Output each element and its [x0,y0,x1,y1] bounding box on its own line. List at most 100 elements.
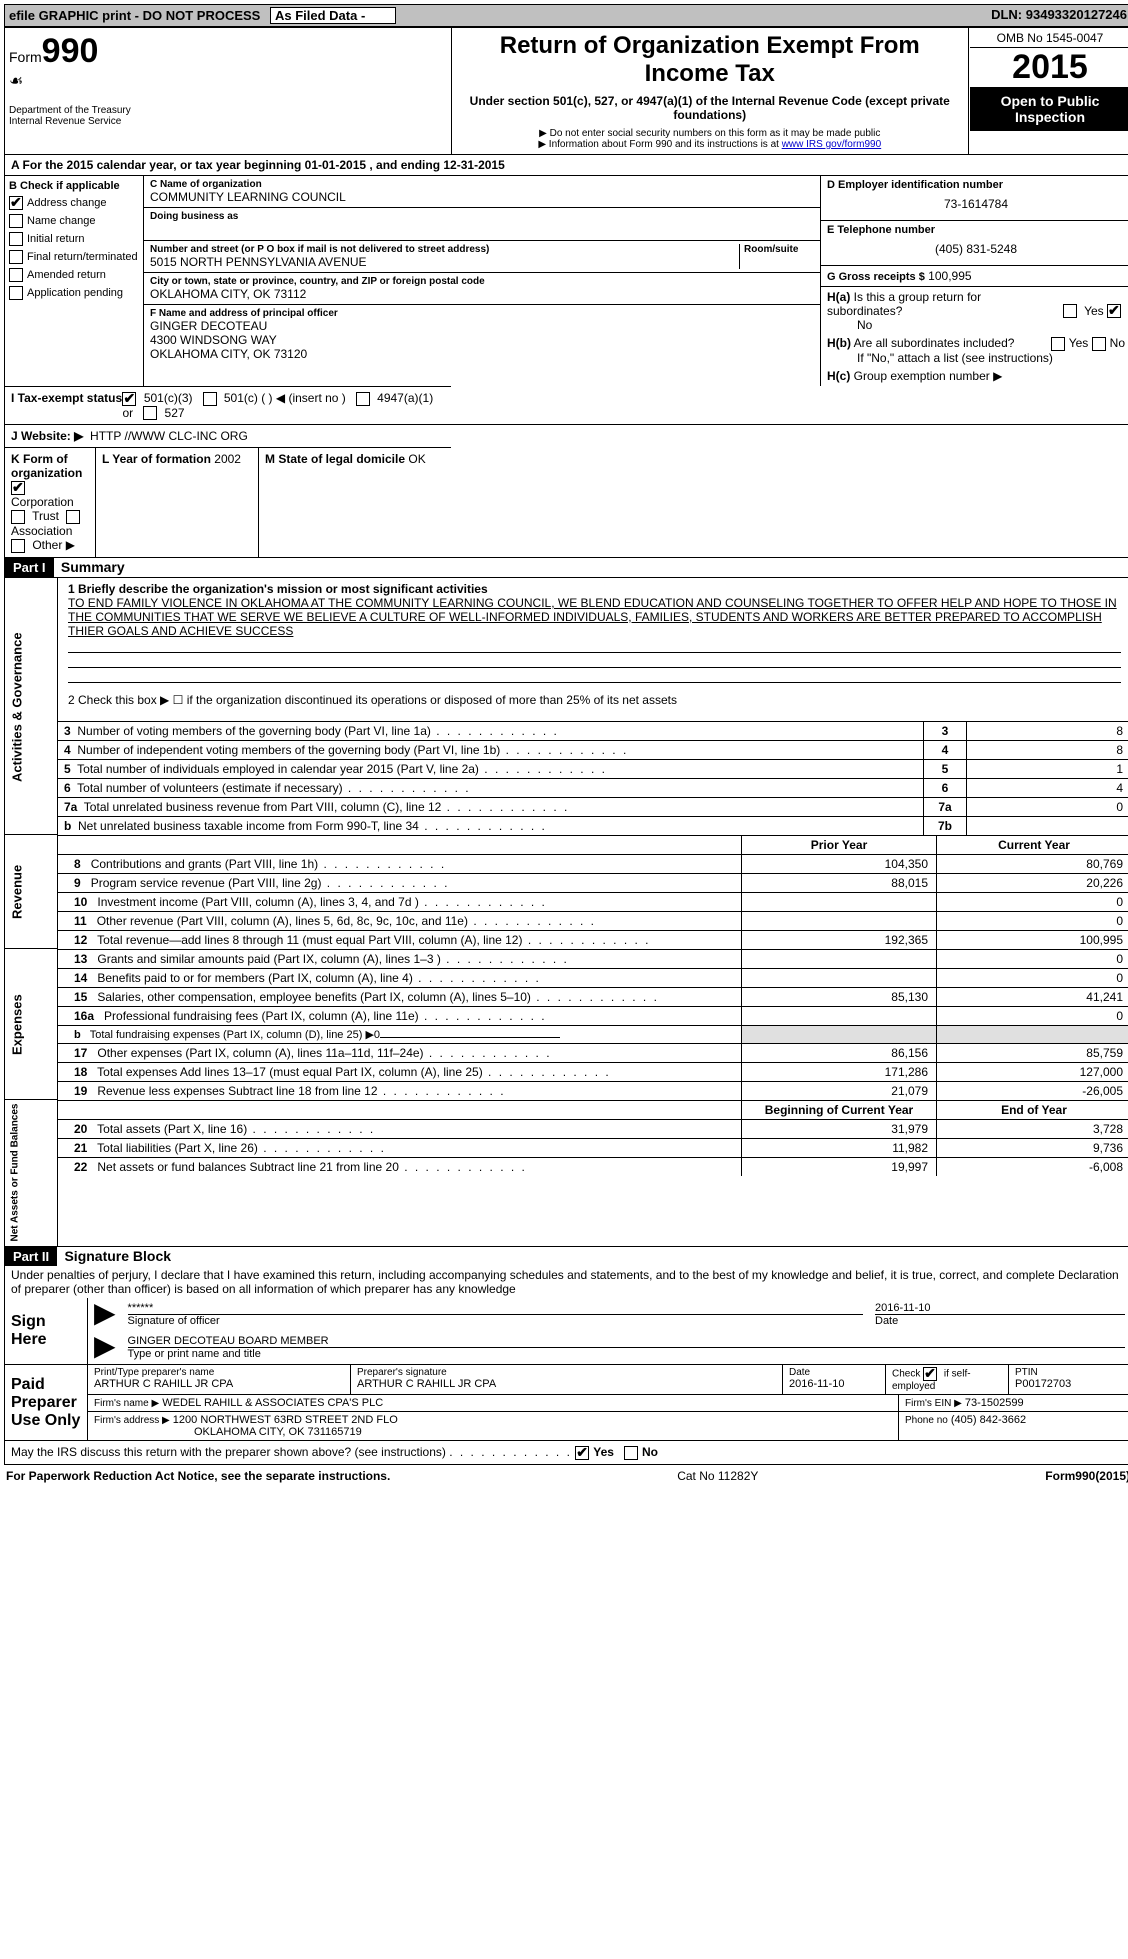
line2-checkbox: 2 Check this box ▶ ☐ if the organization… [58,683,1128,721]
g-receipts-value: 100,995 [928,269,971,283]
summary-expenses: 13 Grants and similar amounts paid (Part… [58,949,1128,1100]
e-phone-value: (405) 831-5248 [827,236,1125,262]
part1-title: Summary [57,559,125,575]
mission-block: 1 Briefly describe the organization's mi… [58,578,1128,683]
hb-note: If "No," attach a list (see instructions… [857,351,1125,365]
paid-preparer-label: Paid Preparer Use Only [5,1365,88,1441]
col-d-identifiers: D Employer identification number 73-1614… [821,176,1128,386]
row-a-period: A For the 2015 calendar year, or tax yea… [5,155,1128,176]
sig-officer-label: Signature of officer [128,1314,863,1327]
dba-label: Doing business as [150,211,814,222]
dept-irs: Internal Revenue Service [9,116,447,127]
footer-mid: Cat No 11282Y [677,1469,758,1483]
city-label: City or town, state or province, country… [150,276,814,287]
c-name-label: C Name of organization [150,179,814,190]
chk-527[interactable] [143,406,157,420]
open-to-public: Open to Public Inspection [970,87,1128,131]
col-b-checkboxes: B Check if applicable Address change Nam… [5,176,144,386]
mission-text: TO END FAMILY VIOLENCE IN OKLAHOMA AT TH… [68,596,1121,638]
dln-value: 93493320127246 [1026,7,1127,22]
dept-treasury: Department of the Treasury [9,105,447,116]
footer-right: Form990(2015) [1045,1469,1128,1483]
room-label: Room/suite [744,244,814,255]
header-mid: Return of Organization Exempt From Incom… [451,28,969,155]
chk-4947[interactable] [356,392,370,406]
f-officer-addr2: OKLAHOMA CITY, OK 73120 [150,347,814,361]
g-receipts-label: G Gross receipts $ [827,271,925,283]
addr-label: Number and street (or P O box if mail is… [150,244,735,255]
form-number: 990 [42,32,99,70]
sign-arrow-icon: ▶ [94,1297,116,1328]
e-phone-label: E Telephone number [827,224,1125,236]
summary-activities: 3 Number of voting members of the govern… [58,721,1128,835]
chk-discuss-no[interactable] [624,1446,638,1460]
chk-amended[interactable] [9,268,23,282]
chk-501c3[interactable] [122,392,136,406]
top-bar: efile GRAPHIC print - DO NOT PROCESS As … [4,4,1128,27]
sign-arrow-icon-2: ▶ [94,1330,116,1361]
form-title: Return of Organization Exempt From Incom… [460,32,961,88]
chk-final-return[interactable] [9,250,23,264]
efile-label: efile GRAPHIC print - DO NOT PROCESS [9,8,260,23]
b-title: B Check if applicable [9,180,139,192]
chk-self-employed[interactable] [923,1367,937,1381]
f-officer-name: GINGER DECOTEAU [150,319,814,333]
c-name-value: COMMUNITY LEARNING COUNCIL [150,190,814,204]
tab-net-assets: Net Assets or Fund Balances [5,1100,58,1247]
chk-hb-yes[interactable] [1051,337,1065,351]
tab-activities: Activities & Governance [5,578,58,835]
part2-title: Signature Block [60,1248,171,1264]
sig-date-label: Date [875,1314,1125,1327]
d-ein-label: D Employer identification number [827,179,1125,191]
city-value: OKLAHOMA CITY, OK 73112 [150,287,814,301]
form-word: Form [9,49,42,65]
row-j-website: J Website: ▶ HTTP //WWW CLC-INC ORG [5,425,1128,448]
officer-name: GINGER DECOTEAU BOARD MEMBER [128,1335,1125,1347]
ha-value: No [857,318,872,332]
chk-hb-no[interactable] [1092,337,1106,351]
footer-left: For Paperwork Reduction Act Notice, see … [6,1469,390,1483]
sign-here-label: Sign Here [5,1298,88,1365]
dln-label: DLN: [991,7,1022,22]
row-k-org-form: K Form of organization Corporation Trust… [5,447,451,556]
header-left: Form990 ☙ Department of the Treasury Int… [5,28,452,155]
chk-discuss-yes[interactable] [575,1446,589,1460]
tax-year: 2015 [970,48,1128,87]
officer-name-label: Type or print name and title [128,1347,1125,1360]
note-info: ▶ Information about Form 990 and its ins… [538,139,781,150]
note-ssn: ▶ Do not enter social security numbers o… [460,128,961,139]
page-footer: For Paperwork Reduction Act Notice, see … [4,1465,1128,1487]
chk-trust[interactable] [11,510,25,524]
website-value: HTTP //WWW CLC-INC ORG [90,429,248,443]
chk-application-pending[interactable] [9,286,23,300]
sig-date-value: 2016-11-10 [875,1302,1125,1314]
chk-name-change[interactable] [9,214,23,228]
col-c-org-info: C Name of organization COMMUNITY LEARNIN… [144,176,821,386]
d-ein-value: 73-1614784 [827,191,1125,217]
irs-link[interactable]: www IRS gov/form990 [782,139,881,150]
perjury-declaration: Under penalties of perjury, I declare th… [5,1266,1128,1298]
chk-initial-return[interactable] [9,232,23,246]
form-subtitle: Under section 501(c), 527, or 4947(a)(1)… [460,94,961,122]
chk-address-change[interactable] [9,196,23,210]
omb-number: OMB No 1545-0047 [970,29,1128,48]
header-right: OMB No 1545-0047 2015 Open to Public Ins… [969,28,1128,155]
chk-501c[interactable] [203,392,217,406]
tab-expenses: Expenses [5,949,58,1100]
summary-net: Beginning of Current YearEnd of Year 20 … [58,1100,1128,1176]
tab-revenue: Revenue [5,835,58,949]
part2-header: Part II [5,1247,57,1266]
row-i-tax-status: I Tax-exempt status 501(c)(3) 501(c) ( )… [5,386,451,425]
chk-corp[interactable] [11,481,25,495]
summary-revenue: Prior YearCurrent Year 8 Contributions a… [58,835,1128,949]
sig-stars: ****** [128,1302,863,1314]
chk-ha-no[interactable] [1107,304,1121,318]
chk-assoc[interactable] [66,510,80,524]
chk-ha-yes[interactable] [1063,304,1077,318]
form-outer: Form990 ☙ Department of the Treasury Int… [4,27,1128,1465]
f-officer-addr1: 4300 WINDSONG WAY [150,333,814,347]
f-officer-label: F Name and address of principal officer [150,308,814,319]
chk-other[interactable] [11,539,25,553]
as-filed-box: As Filed Data - [270,7,396,24]
discuss-row: May the IRS discuss this return with the… [5,1441,1128,1465]
